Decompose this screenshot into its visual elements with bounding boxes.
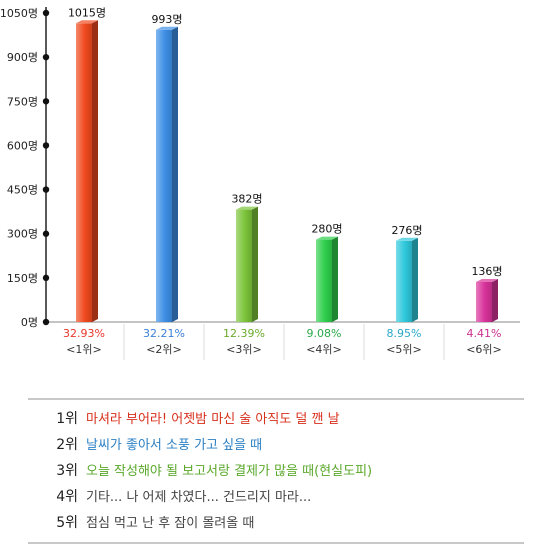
y-tick-label: 1050명 xyxy=(0,7,38,20)
bar-top xyxy=(156,26,178,30)
legend-rank: 1위 xyxy=(56,411,78,427)
chart-axes: 0명 150명 300명 450명 600명 750명 900명 1050명 xyxy=(0,7,520,360)
legend-row-3: 3위 오늘 작성해야 될 보고서랑 결제가 많을 때(현실도피) xyxy=(28,458,524,484)
bar-side xyxy=(332,236,338,322)
bar-value-label: 276명 xyxy=(391,224,422,237)
legend-text: 기타... 나 어제 차였다... 건드리지 마라... xyxy=(86,490,312,505)
chart-bars xyxy=(76,20,498,323)
bar-chart: 0명 150명 300명 450명 600명 750명 900명 1050명 1015명 32.… xyxy=(0,6,520,360)
y-tick-dot xyxy=(42,186,50,193)
percent-label: 32.93% xyxy=(63,327,105,340)
y-tick-label: 450명 xyxy=(7,184,38,197)
legend-text: 마셔라 부어라! 어젯밤 마신 술 아직도 덜 깬 날 xyxy=(86,412,340,427)
legend-rank: 3위 xyxy=(56,463,78,479)
percent-label: 32.21% xyxy=(143,327,185,340)
bar-front xyxy=(236,209,252,322)
bar-top xyxy=(236,206,258,210)
legend-text: 날씨가 좋아서 소풍 가고 싶을 때 xyxy=(86,438,263,453)
category-label: <1위> xyxy=(66,343,102,356)
bar-value-label: 280명 xyxy=(311,223,342,236)
percent-label: 12.39% xyxy=(223,327,265,340)
y-tick-label: 900명 xyxy=(7,51,38,64)
bar-side xyxy=(92,20,98,323)
bar-front xyxy=(316,239,332,322)
bar-side xyxy=(252,206,258,322)
category-label: <4위> xyxy=(306,343,342,356)
legend-rank: 4위 xyxy=(56,489,78,505)
bar-front xyxy=(76,23,92,323)
bar-top xyxy=(476,278,498,282)
bar-front xyxy=(156,29,172,322)
y-tick-label: 0명 xyxy=(21,316,38,329)
y-tick-dot xyxy=(42,9,50,17)
bar-side xyxy=(492,278,498,322)
bar-front xyxy=(476,281,492,322)
bar-top xyxy=(316,236,338,240)
category-label: <3위> xyxy=(226,343,262,356)
percent-label: 4.41% xyxy=(467,327,502,340)
bar-top xyxy=(396,237,418,241)
bar-side xyxy=(172,26,178,322)
legend-row-4: 4위 기타... 나 어제 차였다... 건드리지 마라... xyxy=(28,484,524,510)
y-tick-label: 150명 xyxy=(7,272,38,285)
category-label: <5위> xyxy=(386,343,422,356)
legend-row-5: 5위 점심 먹고 난 후 잠이 몰려올 때 xyxy=(28,510,524,536)
bar-value-label: 1015명 xyxy=(68,6,106,19)
y-tick-dot xyxy=(42,274,50,282)
y-tick-dot xyxy=(42,318,50,326)
y-tick-dot xyxy=(42,230,50,237)
legend-text: 점심 먹고 난 후 잠이 몰려올 때 xyxy=(86,516,255,531)
y-tick-dot xyxy=(42,53,50,61)
y-tick-label: 300명 xyxy=(7,228,38,241)
y-tick-label: 600명 xyxy=(7,139,38,152)
bar-value-label: 382명 xyxy=(231,193,262,206)
y-tick-dot xyxy=(42,142,50,149)
y-tick-label: 750명 xyxy=(7,95,38,108)
bar-value-label: 136명 xyxy=(471,265,502,278)
legend-row-1: 1위 마셔라 부어라! 어젯밤 마신 술 아직도 덜 깬 날 xyxy=(28,406,524,432)
percent-label: 8.95% xyxy=(387,327,422,340)
category-label: <2위> xyxy=(146,343,182,356)
bar-top xyxy=(76,20,98,24)
bar-value-label: 993명 xyxy=(151,13,182,26)
ranking-legend: 1위 마셔라 부어라! 어젯밤 마신 술 아직도 덜 깬 날 2위 날씨가 좋아서 … xyxy=(28,398,524,544)
percent-label: 9.08% xyxy=(307,327,342,340)
y-tick-dot xyxy=(42,98,50,105)
legend-text: 오늘 작성해야 될 보고서랑 결제가 많을 때(현실도피) xyxy=(86,464,373,479)
legend-rank: 5위 xyxy=(56,515,78,531)
chart-labels: 1015명 32.93% <1위> 993명 32.21% <2위> 382명 12.39% <… xyxy=(63,6,503,356)
legend-rank: 2위 xyxy=(56,437,78,453)
bar-side xyxy=(412,237,418,322)
legend-row-2: 2위 날씨가 좋아서 소풍 가고 싶을 때 xyxy=(28,432,524,458)
category-label: <6위> xyxy=(466,343,502,356)
bar-front xyxy=(396,240,412,322)
